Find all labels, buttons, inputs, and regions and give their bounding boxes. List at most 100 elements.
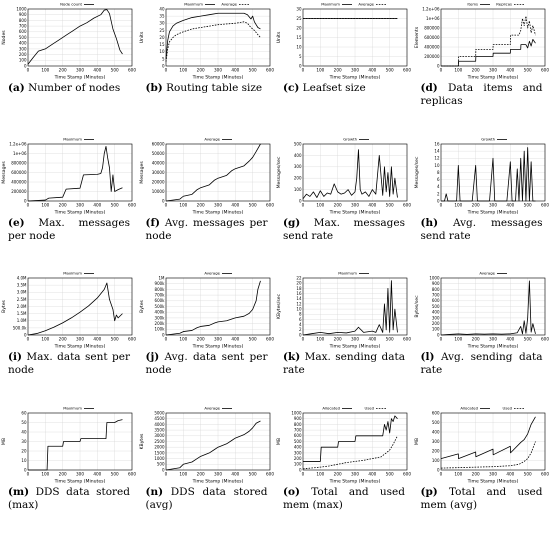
panel-letter: (c)	[283, 82, 300, 94]
y-axis-label: MB	[276, 437, 282, 444]
panel-caption-text: Number of nodes	[24, 82, 121, 94]
y-tick-label: 0	[161, 198, 164, 203]
y-tick-label: 3000	[154, 433, 165, 438]
x-tick-label: 600	[541, 202, 549, 207]
y-tick-label: 15	[296, 35, 302, 40]
x-tick-label: 400	[231, 202, 239, 207]
plot-frame	[27, 412, 133, 470]
x-tick-label: 300	[76, 471, 84, 476]
x-tick-label: 600	[266, 471, 274, 476]
x-tick-label: 200	[471, 337, 479, 342]
x-tick-label: 200	[334, 471, 342, 476]
y-axis-label: MB	[414, 437, 420, 444]
y-tick-label: 16	[434, 141, 440, 146]
y-tick-label: 5	[161, 56, 164, 61]
series-line	[440, 416, 536, 459]
panel-caption-text: Leafset size	[299, 82, 366, 94]
y-axis-label: KBytes/sec	[276, 293, 282, 319]
y-tick-label: 50	[21, 419, 27, 424]
panel-caption: (e) Max. messages per node	[8, 217, 130, 243]
y-tick-label: 200	[19, 52, 27, 57]
y-tick-label: 400	[19, 41, 27, 46]
x-tick-label: 200	[196, 68, 204, 73]
series-line	[27, 145, 123, 201]
plot-frame	[165, 412, 270, 470]
series-line	[440, 39, 536, 67]
chart-panel-d: 0 100 200 300 400 500 600 0 200000 400000 600000 80…	[413, 0, 550, 134]
panel-caption: (a) Number of nodes	[8, 82, 130, 95]
x-tick-label: 500	[248, 202, 256, 207]
chart-svg: 0 100 200 300 400 500 600 0 200000 400000 600000 80…	[414, 2, 549, 81]
chart-panel-f: 0 100 200 300 400 500 600 0 10000 20000 30000 40000…	[138, 135, 275, 269]
panel-letter: (p)	[420, 485, 438, 498]
x-tick-label: 100	[454, 68, 462, 73]
y-axis-label: Nodes	[1, 30, 7, 45]
y-tick-label: 700k	[154, 293, 165, 298]
legend-label: Average	[204, 136, 220, 141]
y-tick-label: 25	[296, 16, 302, 21]
x-axis-label: Time Stamp (Minutes)	[466, 344, 518, 350]
panel-letter: (k)	[283, 351, 301, 363]
x-tick-label: 100	[41, 68, 49, 73]
y-tick-label: 300k	[154, 315, 165, 320]
y-tick-label: 0	[299, 332, 302, 337]
panel-caption-text: Avg. messages send rate	[420, 216, 543, 242]
x-tick-label: 100	[179, 68, 187, 73]
y-tick-label: 30000	[151, 169, 164, 174]
plot-frame	[302, 143, 408, 201]
x-tick-label: 400	[506, 202, 514, 207]
y-tick-label: 20	[296, 281, 302, 286]
x-axis-label: Time Stamp (Minutes)	[466, 75, 518, 81]
legend-label: Average	[358, 2, 374, 7]
y-tick-label: 500	[156, 461, 164, 466]
x-tick-label: 300	[351, 68, 359, 73]
chart-panel-k: 0 100 200 300 400 500 600 0 2 4 6 8 10 12 14 16 18 20 22 Ti…	[275, 269, 412, 403]
y-tick-label: 400000	[11, 179, 27, 184]
x-tick-label: 500	[248, 471, 256, 476]
series-line	[165, 21, 261, 62]
y-tick-label: 0	[436, 63, 439, 68]
y-tick-label: 0	[24, 198, 27, 203]
x-axis-label: Time Stamp (Minutes)	[54, 478, 106, 484]
legend-label: Allocated	[460, 405, 478, 410]
x-tick-label: 600	[541, 68, 549, 73]
y-tick-label: 1000	[16, 6, 27, 11]
x-tick-label: 400	[368, 202, 376, 207]
x-tick-label: 600	[541, 471, 549, 476]
panel-caption: (b) Routing table size	[146, 82, 268, 95]
x-tick-label: 100	[454, 202, 462, 207]
x-tick-label: 500	[523, 337, 531, 342]
series-line	[28, 418, 123, 470]
x-tick-label: 400	[506, 337, 514, 342]
plot-frame	[440, 412, 545, 470]
x-tick-label: 200	[334, 337, 342, 342]
y-tick-label: 4	[299, 322, 302, 327]
y-tick-label: 25	[159, 28, 165, 33]
x-tick-label: 300	[214, 337, 222, 342]
y-tick-label: 700	[431, 293, 439, 298]
y-tick-label: 300	[431, 438, 439, 443]
legend-label: Maximum	[63, 271, 82, 276]
series-line	[27, 282, 123, 336]
panel-caption-text: DDS data stored (max)	[8, 485, 130, 511]
panel-caption: (p) Total and used mem (avg)	[421, 486, 543, 512]
y-tick-label: 3.5M	[17, 283, 27, 288]
panel-caption-text: Avg. sending data rate	[420, 351, 543, 376]
y-tick-label: 0	[436, 332, 439, 337]
y-axis-label: Elements	[414, 26, 420, 48]
x-tick-label: 300	[214, 471, 222, 476]
chart-svg: 0 100 200 300 400 500 600 0 200000 400000 600000 80…	[1, 136, 136, 214]
panel-caption: (o) Total and used mem (max)	[283, 486, 405, 512]
y-tick-label: 12	[296, 301, 302, 306]
y-tick-label: 200	[294, 175, 302, 180]
plot-frame	[165, 143, 270, 201]
y-tick-label: 14	[296, 296, 302, 301]
x-tick-label: 200	[334, 68, 342, 73]
y-tick-label: 600	[431, 298, 439, 303]
y-tick-label: 400	[431, 310, 439, 315]
x-tick-label: 200	[471, 202, 479, 207]
x-axis-label: Time Stamp (Minutes)	[54, 344, 106, 350]
y-tick-label: 200	[431, 448, 439, 453]
x-tick-label: 400	[231, 337, 239, 342]
y-axis-label: Messages	[139, 160, 145, 183]
